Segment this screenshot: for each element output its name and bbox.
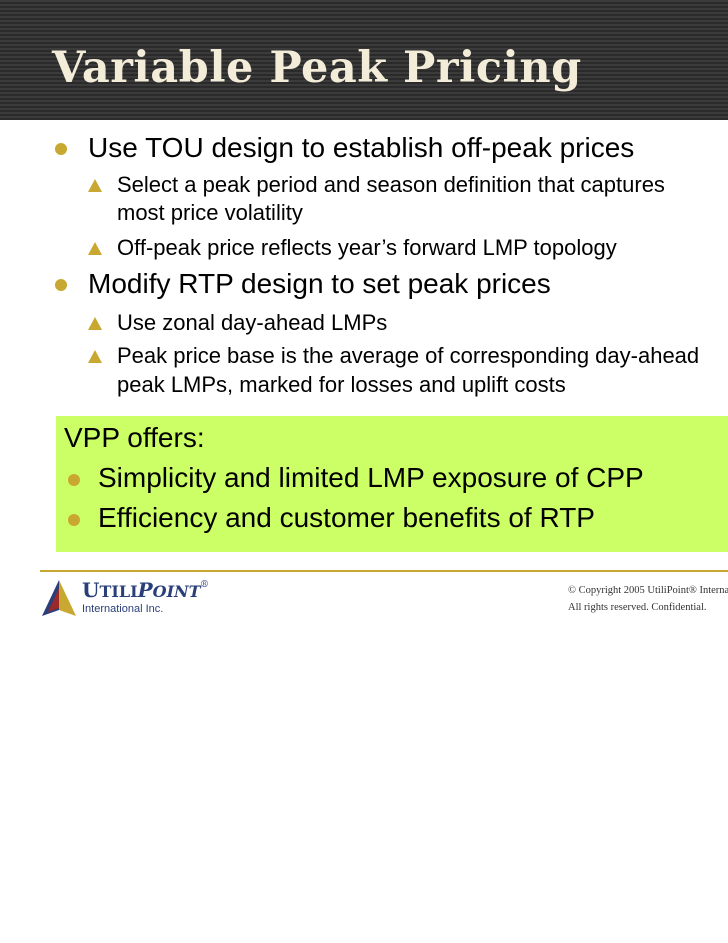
- subbullet-triangle-icon: [88, 179, 102, 192]
- logo-triangle-icon: [42, 580, 76, 616]
- callout-box: VPP offers: Simplicity and limited LMP e…: [56, 416, 728, 552]
- bullet-item: Modify RTP design to set peak prices: [88, 268, 551, 299]
- copyright-line: All rights reserved. Confidential.: [568, 602, 707, 613]
- subbullet-triangle-icon: [88, 350, 102, 363]
- logo-subtitle: International Inc.: [82, 603, 164, 615]
- utilipoint-logo: UTILIPOINT ® International Inc.: [40, 578, 240, 626]
- subbullet-line: peak LMPs, marked for losses and uplift …: [117, 372, 566, 397]
- bullet-dot-icon: [68, 474, 80, 486]
- copyright-line: © Copyright 2005 UtiliPoint® Internation…: [568, 585, 728, 596]
- bullet-dot-icon: [55, 279, 67, 291]
- slide-title: Variable Peak Pricing: [52, 43, 582, 93]
- bullet-dot-icon: [55, 143, 67, 155]
- subbullet-line: Peak price base is the average of corres…: [117, 343, 700, 368]
- subbullet-line: Use zonal day-ahead LMPs: [117, 310, 388, 335]
- copyright-notice: © Copyright 2005 UtiliPoint® Internation…: [568, 582, 728, 616]
- slide: Variable Peak Pricing Use TOU design to …: [0, 0, 728, 632]
- bullet-dot-icon: [68, 514, 80, 526]
- title-bar: Variable Peak Pricing: [0, 0, 728, 120]
- bullet-item: Use TOU design to establish off-peak pri…: [88, 132, 635, 163]
- subbullet-triangle-icon: [88, 242, 102, 255]
- slide-footer: UTILIPOINT ® International Inc. © Copyri…: [0, 556, 728, 632]
- slide-content: Use TOU design to establish off-peak pri…: [0, 120, 728, 416]
- callout-item: Simplicity and limited LMP exposure of C…: [98, 462, 644, 493]
- subbullet-triangle-icon: [88, 317, 102, 330]
- subbullet-line: Off-peak price reflects year’s forward L…: [117, 235, 617, 260]
- subbullet-line: Select a peak period and season definiti…: [117, 172, 665, 197]
- callout-item: Efficiency and customer benefits of RTP: [98, 502, 595, 533]
- footer-divider: [40, 570, 728, 572]
- logo-wordmark: UTILIPOINT: [82, 578, 201, 602]
- subbullet-line: most price volatility: [117, 200, 303, 225]
- callout-title: VPP offers:: [64, 422, 205, 453]
- logo-registered-mark: ®: [200, 580, 209, 590]
